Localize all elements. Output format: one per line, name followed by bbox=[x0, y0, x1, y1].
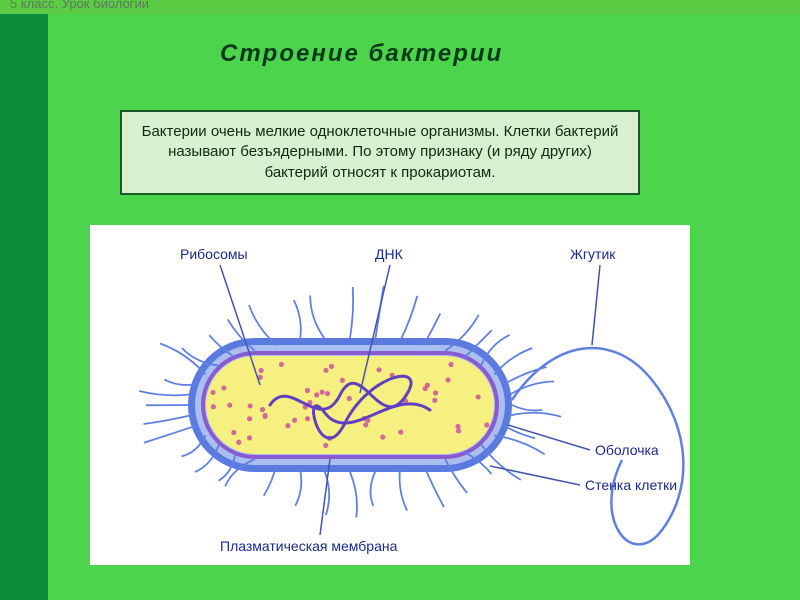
info-text: Бактерии очень мелкие одноклеточные орга… bbox=[142, 123, 619, 181]
label-dna: ДНК bbox=[375, 246, 404, 262]
lesson-label: 5 класс. Урок биологии bbox=[10, 0, 149, 11]
side-strip bbox=[0, 14, 48, 600]
label-ribosomes: Рибосомы bbox=[180, 246, 248, 262]
label-flagellum: Жгутик bbox=[570, 246, 616, 262]
label-membrane: Плазматическая мембрана bbox=[220, 538, 398, 554]
info-box: Бактерии очень мелкие одноклеточные орга… bbox=[120, 110, 640, 195]
bacteria-diagram: Рибосомы ДНК Жгутик Оболочка Стенка клетки Пл… bbox=[90, 225, 690, 565]
label-cell-wall: Стенка клетки bbox=[585, 477, 677, 493]
label-envelope: Оболочка bbox=[595, 442, 659, 458]
page-title: Строение бактерии bbox=[220, 40, 503, 68]
